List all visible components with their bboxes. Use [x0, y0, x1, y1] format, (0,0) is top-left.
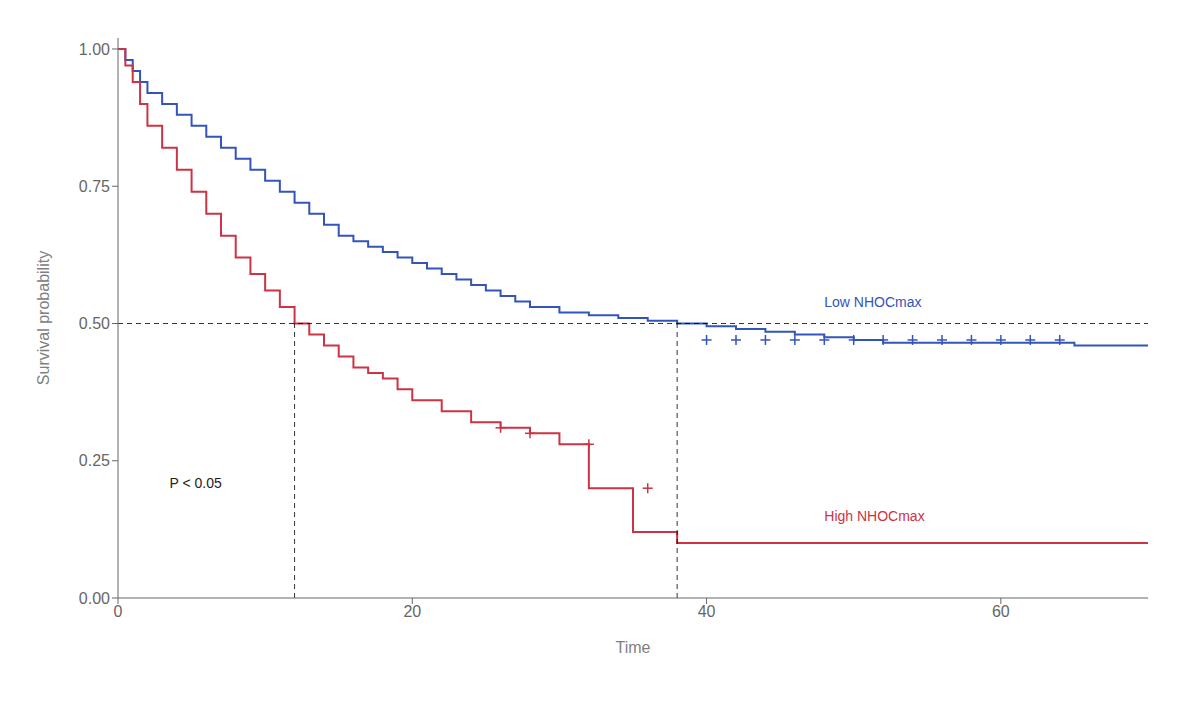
svg-text:0.25: 0.25: [79, 452, 110, 469]
svg-text:40: 40: [698, 603, 716, 620]
svg-text:60: 60: [992, 603, 1010, 620]
svg-text:0.75: 0.75: [79, 178, 110, 195]
svg-text:0: 0: [114, 603, 123, 620]
svg-text:Survival probability: Survival probability: [35, 251, 52, 385]
svg-text:Time: Time: [616, 639, 651, 656]
svg-text:0.00: 0.00: [79, 590, 110, 607]
svg-text:P < 0.05: P < 0.05: [170, 475, 223, 491]
svg-text:Low NHOCmax: Low NHOCmax: [824, 294, 921, 310]
svg-text:High NHOCmax: High NHOCmax: [824, 508, 924, 524]
svg-text:1.00: 1.00: [79, 41, 110, 58]
svg-text:0.50: 0.50: [79, 315, 110, 332]
svg-text:20: 20: [403, 603, 421, 620]
